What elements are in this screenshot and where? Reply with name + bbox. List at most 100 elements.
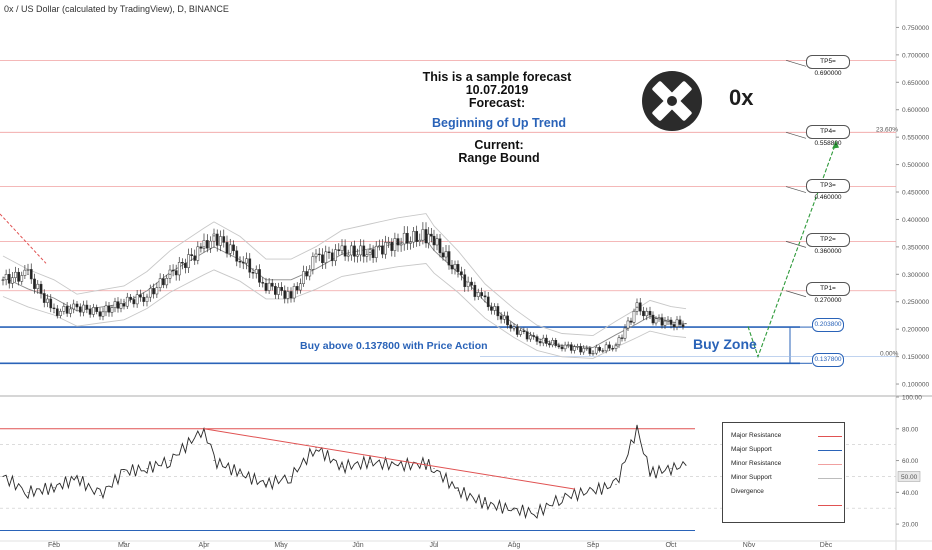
candle-body — [302, 271, 305, 284]
zone-top-label: 0.203800 — [812, 318, 844, 332]
time-tick-label: Feb — [48, 542, 60, 549]
candle-body — [181, 262, 184, 264]
time-tick-label: Dec — [820, 542, 833, 549]
candle-body — [346, 254, 350, 257]
oscillator-point — [433, 468, 435, 469]
candle-body — [512, 326, 516, 329]
candle-body — [20, 275, 24, 282]
candle-body — [576, 346, 579, 348]
candle-body — [515, 326, 519, 335]
candle-body — [381, 245, 384, 255]
price-tick-label: 0.450000 — [902, 190, 929, 197]
candle-body — [648, 311, 652, 316]
candle-body — [365, 254, 369, 257]
price-point — [649, 317, 651, 319]
current-label: Current: — [474, 138, 524, 152]
candle-body — [225, 242, 229, 254]
time-tick-label: Oct — [666, 542, 677, 549]
candle-body — [535, 336, 539, 342]
downtrend-line — [0, 213, 47, 264]
price-point — [484, 301, 486, 303]
oscillator-point — [513, 509, 515, 511]
oscillator-point — [685, 464, 687, 466]
candle-body — [254, 269, 258, 274]
candle-body — [557, 345, 561, 348]
candle-body — [349, 245, 353, 256]
osc-tick-label: 100.00 — [902, 395, 922, 402]
candle-body — [499, 315, 503, 320]
candle-body — [343, 245, 347, 257]
candle-body — [46, 298, 49, 303]
oscillator-point — [636, 428, 638, 430]
candle-body — [390, 242, 394, 251]
price-point — [536, 339, 538, 341]
tp-label-connector — [785, 241, 807, 248]
price-point — [670, 323, 672, 325]
osc-tick-label: 20.00 — [902, 522, 919, 529]
candle-body — [353, 245, 356, 257]
candle-body — [174, 270, 178, 276]
candle-body — [598, 347, 601, 351]
candle-body — [113, 301, 117, 308]
candle-body — [42, 293, 46, 303]
candle-body — [184, 262, 187, 268]
candle-body — [289, 291, 293, 299]
candle-body — [308, 269, 312, 277]
candle-body — [506, 315, 509, 326]
forecast-arrow — [747, 142, 837, 359]
osc-tick-label: 40.00 — [902, 490, 919, 497]
fib-23-label: 23.60% — [876, 126, 898, 133]
price-point — [561, 345, 563, 347]
candle-body — [447, 251, 451, 266]
candle-body — [7, 274, 11, 284]
candle-body — [261, 282, 265, 284]
candle-body — [525, 331, 529, 340]
time-tick-label: Sep — [587, 542, 600, 549]
candle-body — [17, 271, 20, 282]
candle-body — [490, 306, 493, 311]
oscillator-point — [53, 487, 55, 489]
candle-body — [569, 344, 573, 351]
price-tick-label: 0.650000 — [902, 80, 929, 87]
candle-body — [429, 233, 433, 237]
oscillator-line — [2, 424, 687, 520]
legend-major-resistance-label: Major Resistance — [731, 432, 782, 439]
candle-body — [299, 283, 302, 291]
candle-body — [267, 282, 271, 291]
price-tick-label: 0.300000 — [902, 272, 929, 279]
price-point — [315, 257, 317, 259]
candle-body — [129, 296, 132, 300]
candle-body — [551, 340, 554, 346]
candle-body — [199, 246, 203, 249]
candle-body — [387, 242, 391, 244]
candle-body — [283, 290, 287, 299]
candle-body — [608, 344, 611, 349]
candle-body — [374, 245, 378, 258]
candle-body — [681, 324, 685, 327]
price-point — [53, 312, 55, 314]
candle-body — [340, 245, 344, 252]
candle-body — [483, 295, 487, 298]
candle-body — [277, 287, 280, 295]
candle-body — [588, 347, 592, 354]
oscillator-point — [484, 502, 486, 504]
candle-body — [480, 292, 483, 297]
candle-body — [412, 231, 415, 243]
candle-body — [642, 310, 645, 317]
candle-body — [69, 308, 72, 314]
candle-body — [264, 283, 268, 291]
candle-body — [286, 291, 290, 299]
candle-body — [202, 240, 206, 249]
candle-body — [104, 305, 108, 313]
price-point — [2, 279, 4, 281]
osc-current-value-box — [897, 471, 921, 482]
legend-minor-resistance-label: Minor Resistance — [731, 460, 782, 467]
candle-body — [171, 269, 175, 272]
candle-body — [415, 231, 419, 242]
price-tick-label: 0.400000 — [902, 217, 929, 224]
candle-body — [560, 346, 564, 350]
candle-body — [337, 249, 341, 252]
oscillator-point — [146, 468, 148, 469]
tp3-label: TP3= 0.460000 — [806, 179, 850, 201]
